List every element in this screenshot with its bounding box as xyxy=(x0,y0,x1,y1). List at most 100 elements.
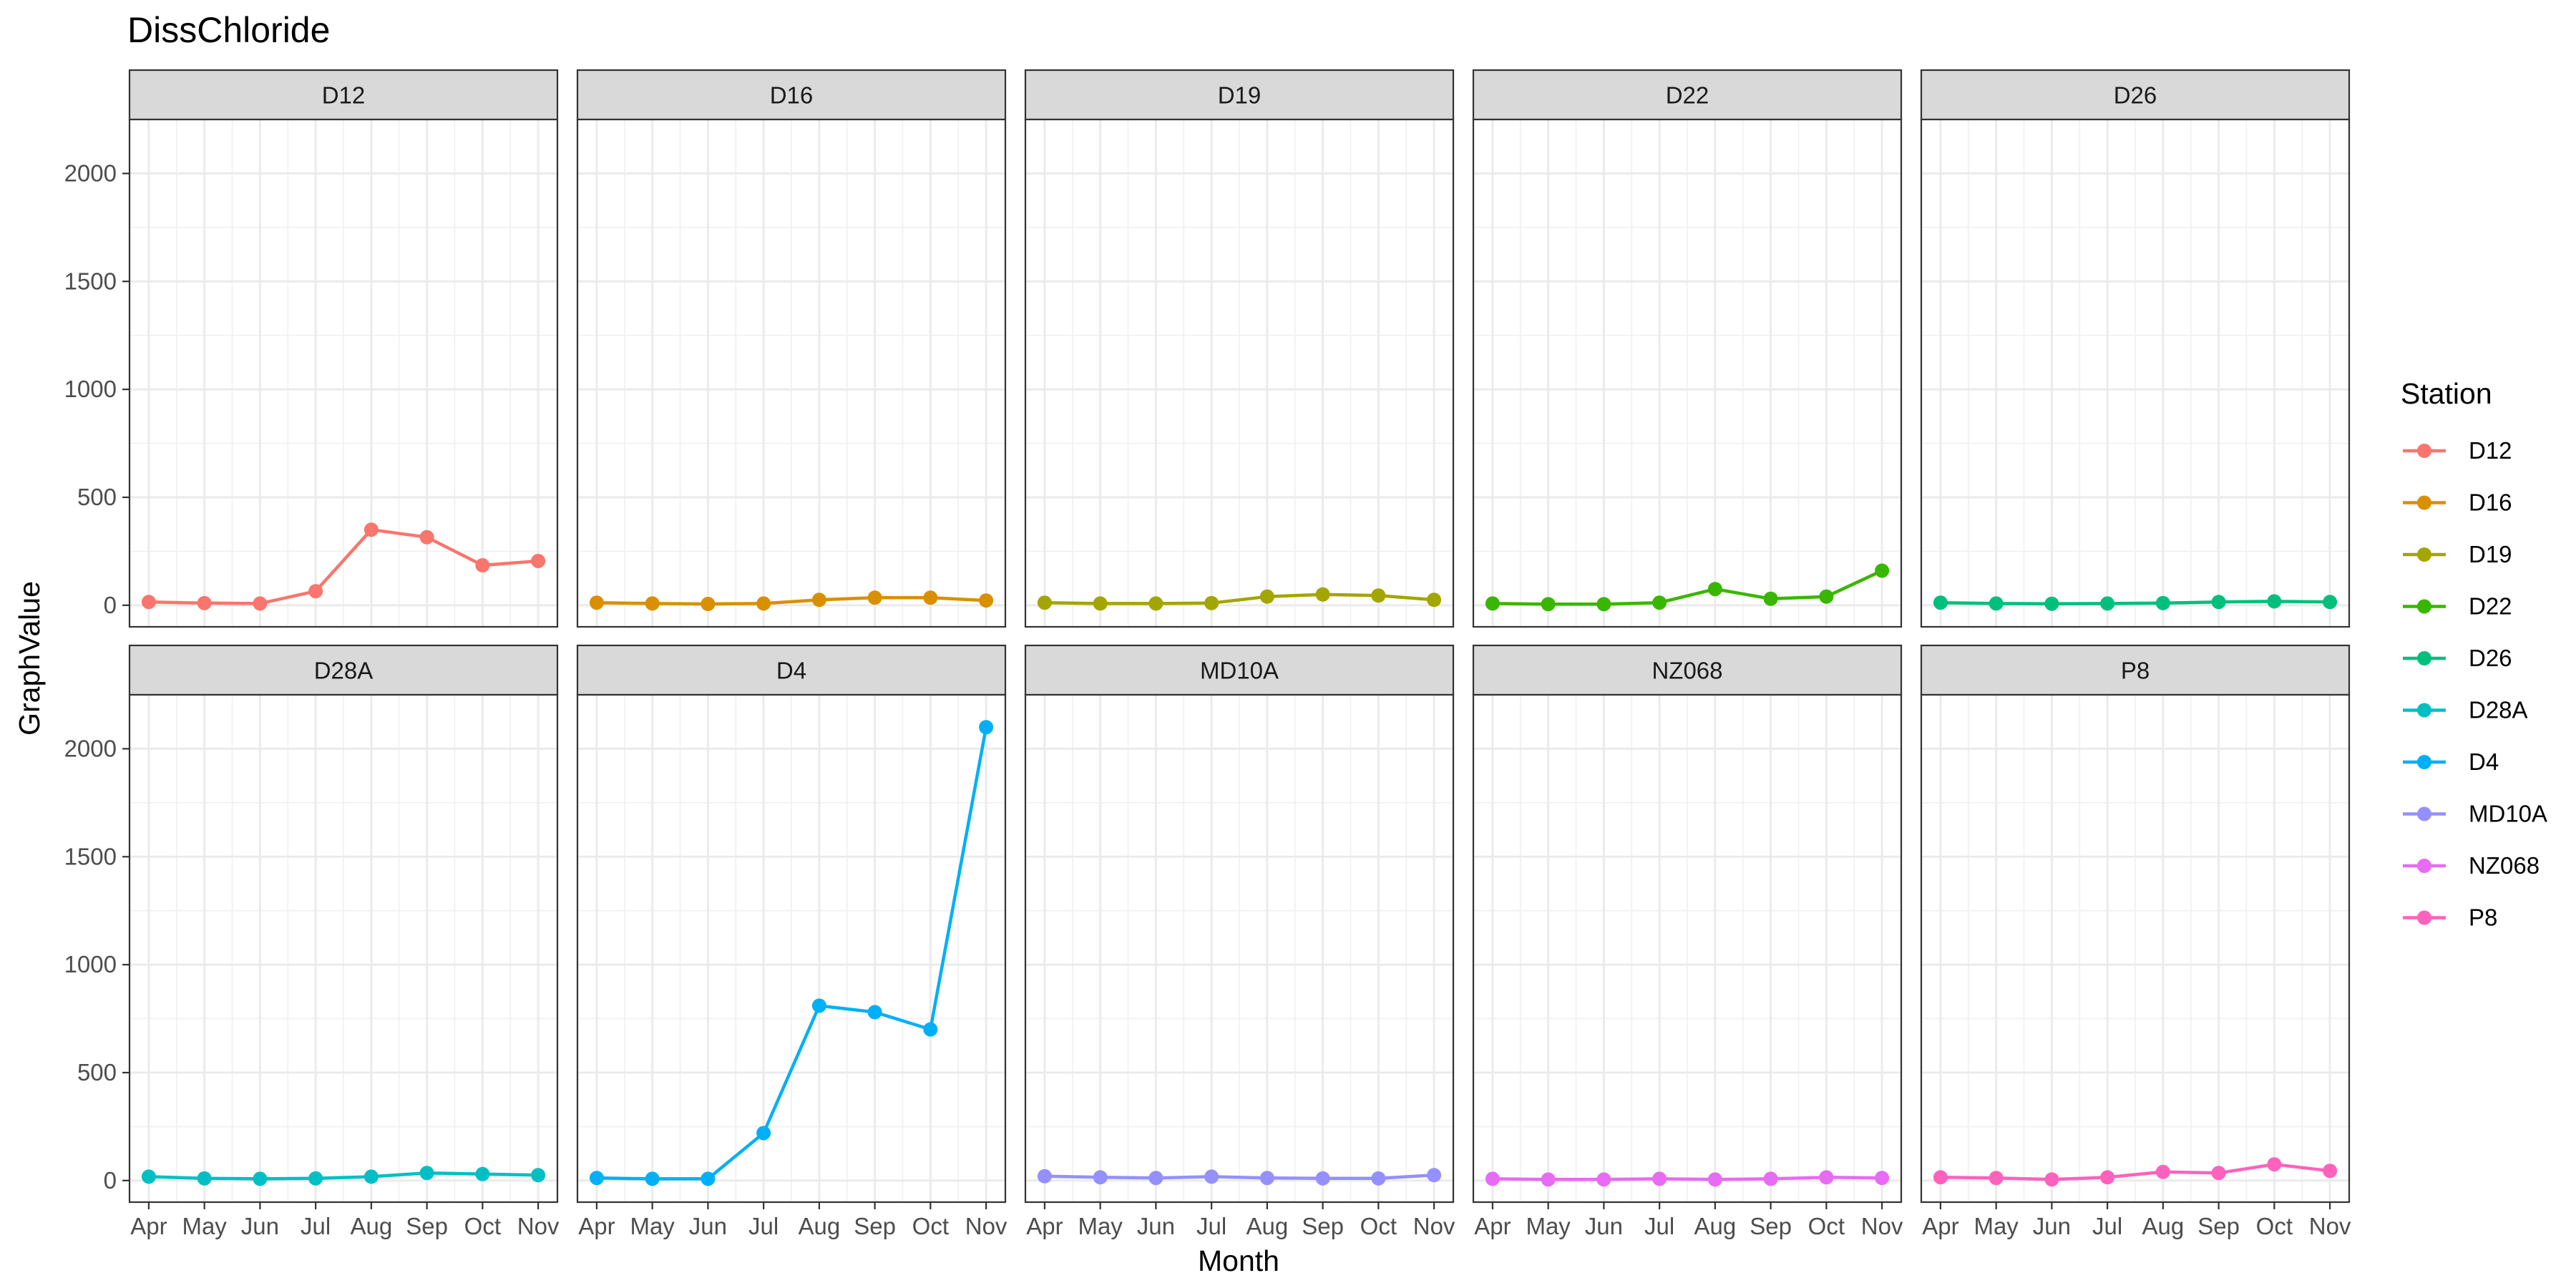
data-point xyxy=(589,1171,604,1186)
facet-strip xyxy=(1024,69,1455,121)
facet-panel-d12: D12 0 500 1000 1500 2000 xyxy=(64,69,559,628)
legend-key-point xyxy=(2417,703,2431,718)
x-tick-label: May xyxy=(1078,1213,1123,1239)
data-point xyxy=(2267,1157,2282,1172)
data-point xyxy=(2155,1164,2170,1179)
x-tick-label: Jun xyxy=(1137,1213,1175,1239)
data-point xyxy=(867,1005,882,1020)
legend-label: D26 xyxy=(2469,645,2512,671)
data-point xyxy=(2267,594,2282,609)
facet-strip xyxy=(576,644,1007,696)
legend-key-point xyxy=(2417,806,2431,821)
panel-border xyxy=(1024,693,1455,1204)
facet-strip xyxy=(1024,644,1455,696)
data-point xyxy=(1989,596,2004,611)
data-point xyxy=(1763,591,1778,606)
y-tick-label: 2000 xyxy=(64,735,117,761)
data-point xyxy=(2211,1166,2226,1181)
x-tick-label: Oct xyxy=(1360,1213,1397,1239)
y-tick-label: 0 xyxy=(104,592,117,618)
data-point xyxy=(1204,1169,1219,1184)
facet-strip xyxy=(1920,644,2351,696)
data-point xyxy=(1541,597,1556,612)
legend-label: D28A xyxy=(2469,697,2528,723)
x-tick-label: Aug xyxy=(1246,1213,1289,1239)
data-point xyxy=(1652,595,1667,610)
data-point xyxy=(811,592,826,608)
data-point xyxy=(1315,587,1330,602)
legend-key-point xyxy=(2417,599,2431,614)
data-point xyxy=(419,530,434,545)
legend-item-d19: D19 xyxy=(2403,541,2512,567)
legend-item-nz068: NZ068 xyxy=(2403,852,2540,879)
data-point xyxy=(1037,1169,1052,1184)
data-point xyxy=(1037,595,1052,610)
data-point xyxy=(1875,563,1890,578)
legend-item-p8: P8 xyxy=(2403,904,2497,931)
x-tick-label: Jul xyxy=(1196,1213,1226,1239)
data-point xyxy=(979,593,994,608)
facet-strip xyxy=(128,69,559,121)
facet-strip-label: MD10A xyxy=(1200,658,1279,684)
x-tick-label: Apr xyxy=(1922,1213,1958,1239)
facet-panels: D12 0 500 1000 1500 2000 D16 D19 D22 D26 D28A 0 500 1… xyxy=(64,69,2351,1239)
data-point xyxy=(531,1168,546,1183)
facet-panel-d4: D4 Apr May Jun Jul Aug Sep Oct Nov xyxy=(576,644,1008,1239)
data-point xyxy=(701,1171,716,1186)
x-tick-label: Nov xyxy=(965,1213,1008,1239)
legend-key-point xyxy=(2417,651,2431,665)
data-point xyxy=(475,1166,490,1181)
facet-strip-label: D26 xyxy=(2114,82,2157,109)
facet-strip-label: P8 xyxy=(2121,658,2150,684)
x-tick-label: Jul xyxy=(301,1213,331,1239)
data-point xyxy=(1819,1170,1834,1185)
data-point xyxy=(1933,595,1948,610)
data-point xyxy=(1204,595,1219,610)
data-point xyxy=(531,553,546,568)
facet-panel-d28a: D28A 0 500 1000 1500 2000 Apr May Jun Jul Aug Sep Oc… xyxy=(64,644,560,1239)
x-tick-label: Sep xyxy=(854,1213,896,1239)
data-point xyxy=(475,558,490,573)
x-tick-label: Sep xyxy=(2197,1213,2240,1239)
legend-item-d4: D4 xyxy=(2403,748,2499,775)
facet-panel-d16: D16 xyxy=(576,69,1007,628)
x-tick-label: Jun xyxy=(689,1213,727,1239)
x-axis-title: Month xyxy=(1198,1244,1279,1277)
series-line-d28a xyxy=(148,1171,539,1181)
legend-key-point xyxy=(2417,444,2431,458)
x-tick-label: Oct xyxy=(912,1213,949,1239)
legend-item-d16: D16 xyxy=(2403,489,2512,516)
x-tick-label: Jul xyxy=(2092,1213,2122,1239)
legend-label: D19 xyxy=(2469,541,2512,567)
y-tick-label: 1000 xyxy=(64,376,117,402)
series-line-nz068 xyxy=(1492,1176,1883,1181)
x-tick-label: Apr xyxy=(578,1213,615,1239)
y-tick-label: 0 xyxy=(104,1167,117,1194)
data-point xyxy=(1707,1172,1722,1187)
series-line-p8 xyxy=(1940,1162,2331,1181)
facet-panel-p8: P8 Apr May Jun Jul Aug Sep Oct Nov xyxy=(1920,644,2351,1239)
data-point xyxy=(979,720,994,735)
series-line-d19 xyxy=(1044,592,1435,605)
data-point xyxy=(1427,1168,1442,1183)
data-point xyxy=(253,1171,268,1186)
data-point xyxy=(1259,589,1274,604)
data-point xyxy=(2323,595,2338,610)
data-point xyxy=(2044,596,2059,611)
data-point xyxy=(197,1171,212,1186)
facet-strip-label: D19 xyxy=(1218,82,1262,109)
data-point xyxy=(589,595,604,610)
legend-label: D16 xyxy=(2469,489,2512,516)
data-point xyxy=(645,596,660,611)
series-line-d22 xyxy=(1492,569,1883,606)
x-tick-label: May xyxy=(630,1213,675,1239)
legend-key-point xyxy=(2417,859,2431,873)
data-point xyxy=(141,1169,156,1184)
y-axis-title: GraphValue xyxy=(13,581,46,736)
data-point xyxy=(1596,1172,1611,1187)
x-tick-label: Jul xyxy=(748,1213,779,1239)
x-tick-label: Apr xyxy=(1474,1213,1511,1239)
x-tick-label: Aug xyxy=(351,1213,393,1239)
legend-item-d28a: D28A xyxy=(2403,697,2528,723)
